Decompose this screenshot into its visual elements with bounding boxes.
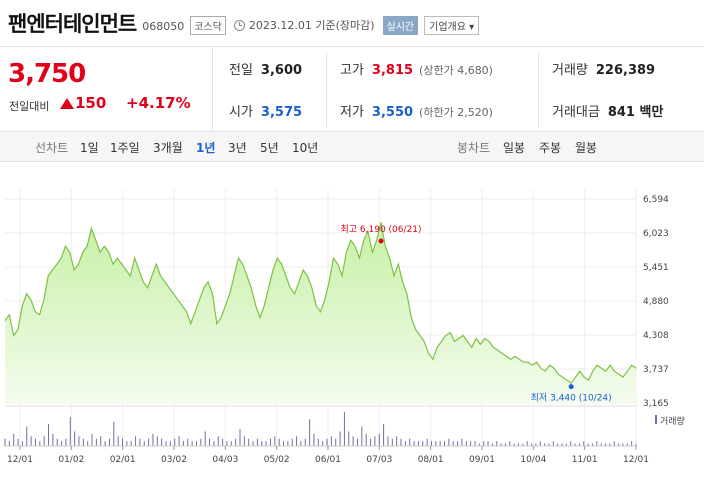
candle-chart-label: 봉차트: [457, 141, 491, 155]
prev-close: 전일 3,600: [229, 59, 302, 78]
x-tick-label: 12/01: [623, 455, 649, 465]
y-tick-label: 5,451: [643, 263, 669, 273]
volume-legend-label: 거래량: [660, 415, 685, 427]
realtime-button[interactable]: 실시간: [382, 15, 419, 35]
open-value: 3,575: [260, 105, 303, 120]
upper-limit: (상한가 4,680): [419, 64, 493, 77]
change-percent: +4.17%: [126, 94, 191, 112]
clock-icon: [233, 19, 245, 31]
tab-1y[interactable]: 1년: [196, 141, 216, 155]
tab-5y[interactable]: 5년: [260, 141, 279, 155]
tab-daily[interactable]: 일봉: [503, 141, 526, 155]
high-value: 3,815: [371, 63, 414, 78]
stock-code: 068050: [142, 19, 185, 33]
high-marker: [378, 238, 384, 244]
tab-1d[interactable]: 1일: [80, 141, 99, 155]
y-tick-label: 4,880: [643, 297, 669, 307]
y-tick-label: 3,737: [643, 365, 669, 375]
tab-weekly[interactable]: 주봉: [539, 141, 562, 155]
volume-label: 거래량: [552, 63, 588, 78]
line-chart-label: 선차트: [35, 141, 69, 155]
company-info-button[interactable]: 기업개요 ▾: [424, 15, 480, 35]
prev-close-label: 전일: [229, 63, 253, 78]
low-value: 3,550: [371, 105, 414, 120]
price-summary: 3,750 전일대비 150 +4.17% 전일 3,600 시가 3,575 고가…: [0, 46, 704, 132]
low-annotation: 최저 3,440 (10/24): [531, 393, 612, 404]
lower-limit: (하한가 2,520): [419, 106, 493, 119]
high-price: 고가 3,815 (상한가 4,680): [340, 59, 493, 78]
trade-amount: 거래대금 841 백만: [552, 101, 663, 120]
high-annotation: 최고 6,190 (06/21): [340, 224, 421, 235]
y-tick-label: 6,023: [643, 229, 669, 239]
x-tick-label: 10/04: [520, 455, 546, 465]
y-tick-label: 4,308: [643, 331, 669, 341]
tab-1w[interactable]: 1주일: [110, 141, 140, 155]
x-tick-label: 06/01: [315, 455, 341, 465]
change-value: 150: [75, 94, 107, 112]
tab-3y[interactable]: 3년: [228, 141, 247, 155]
stock-header: 팬엔터테인먼트 068050 코스닥 2023.12.01 기준(장마감) 실시…: [0, 0, 704, 46]
price-line: [4, 222, 637, 384]
stock-title: 팬엔터테인먼트: [8, 12, 137, 36]
open-label: 시가: [229, 105, 253, 120]
high-label: 고가: [340, 63, 364, 78]
market-badge: 코스닥: [190, 15, 226, 35]
tab-3m[interactable]: 3개월: [153, 141, 183, 155]
x-tick-label: 07/03: [366, 455, 392, 465]
open-price: 시가 3,575: [229, 101, 302, 120]
current-price-box: 3,750 전일대비 150 +4.17%: [0, 47, 213, 132]
x-tick-label: 12/01: [7, 455, 33, 465]
volume-legend-icon: [655, 415, 657, 424]
price-chart[interactable]: 6,594 6,023 5,451 4,880 4,308 3,737 3,165 최고 6,…: [0, 163, 704, 494]
low-price: 저가 3,550 (하한가 2,520): [340, 101, 493, 120]
x-tick-label: 05/02: [264, 455, 290, 465]
volume-value: 226,389: [595, 63, 656, 78]
x-tick-label: 08/01: [418, 455, 444, 465]
divider: [538, 53, 539, 127]
x-tick-label: 04/03: [212, 455, 238, 465]
current-price: 3,750: [8, 59, 86, 89]
x-tick-label: 09/01: [469, 455, 495, 465]
period-tabs: 선차트 1일 1주일 3개월 1년 3년 5년 10년 봉차트 일봉 주봉 월봉: [0, 132, 704, 162]
amount-label: 거래대금: [552, 105, 600, 120]
x-tick-label: 03/02: [161, 455, 187, 465]
low-marker: [568, 384, 574, 390]
volume: 거래량 226,389: [552, 59, 655, 78]
low-label: 저가: [340, 105, 364, 120]
tab-10y[interactable]: 10년: [292, 141, 319, 155]
y-tick-label: 6,594: [643, 195, 669, 205]
date-text: 2023.12.01 기준(장마감): [248, 19, 375, 32]
x-tick-label: 02/01: [110, 455, 136, 465]
y-tick-label: 3,165: [643, 399, 669, 409]
change-label: 전일대비: [9, 100, 50, 113]
prev-close-value: 3,600: [260, 63, 303, 78]
x-tick-label: 11/01: [572, 455, 598, 465]
price-chart-svg: 6,594 6,023 5,451 4,880 4,308 3,737 3,165 최고 6,…: [4, 189, 685, 465]
x-tick-label: 01/02: [58, 455, 84, 465]
amount-value: 841 백만: [607, 105, 664, 120]
up-arrow-icon: [60, 98, 74, 109]
divider: [326, 53, 327, 127]
tab-monthly[interactable]: 월봉: [575, 141, 598, 155]
